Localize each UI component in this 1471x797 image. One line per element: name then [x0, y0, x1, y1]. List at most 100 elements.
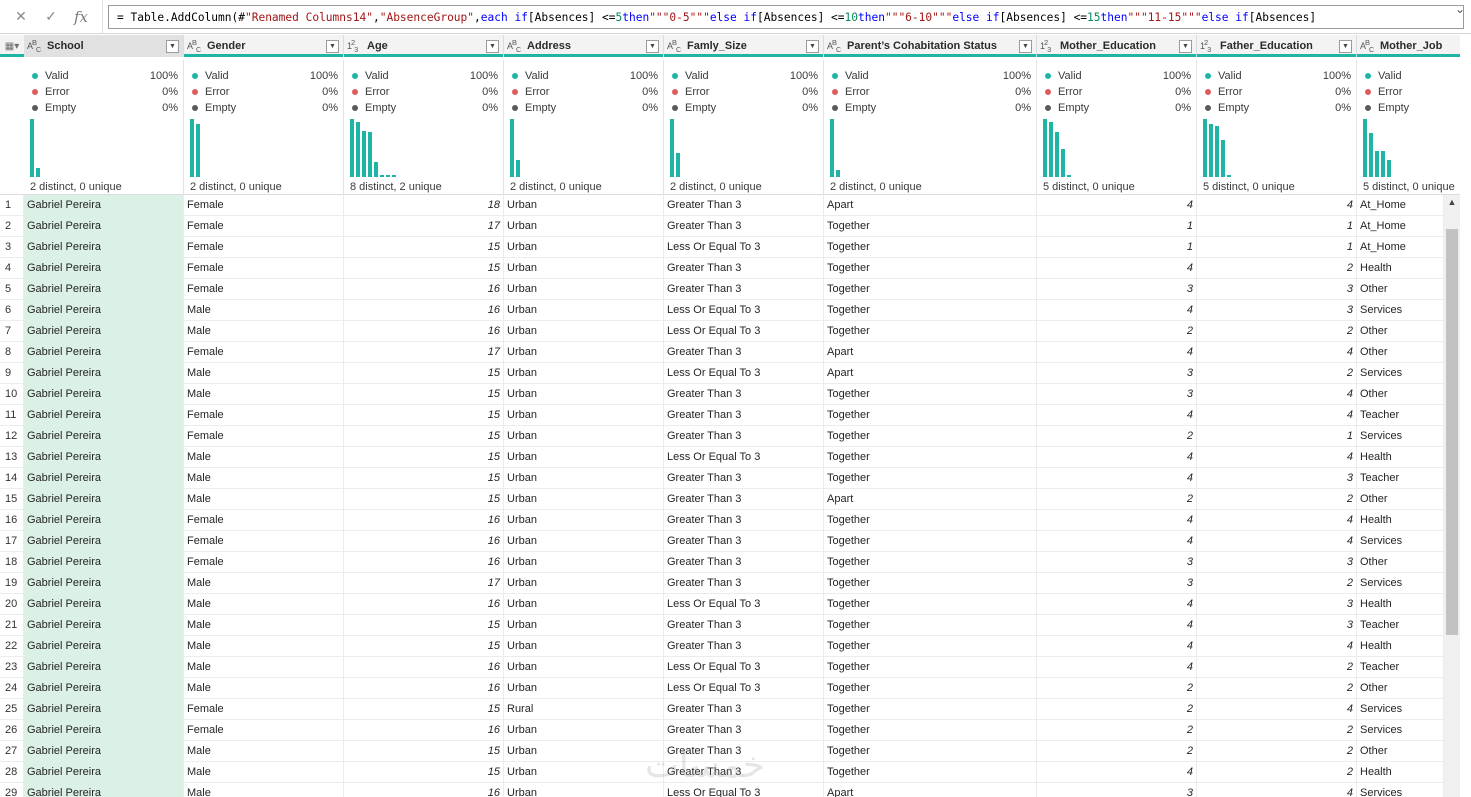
table-cell[interactable]: 2 [1197, 489, 1357, 510]
table-row[interactable]: 3 Gabriel Pereira Female 15 Urban Less Or Equ… [0, 237, 1444, 258]
table-cell[interactable]: 16 [344, 783, 504, 797]
table-cell[interactable]: 3 [1197, 552, 1357, 573]
distribution-bar[interactable] [30, 119, 34, 177]
table-cell[interactable]: 3 [1037, 573, 1197, 594]
table-cell[interactable]: Greater Than 3 [664, 216, 824, 237]
table-cell[interactable]: 2 [1197, 573, 1357, 594]
table-cell[interactable]: Together [824, 594, 1037, 615]
table-cell[interactable]: Urban [504, 216, 664, 237]
table-cell[interactable]: Together [824, 552, 1037, 573]
table-cell[interactable]: 2 [1197, 363, 1357, 384]
column-profile-parent-s-cohabitation-status[interactable]: Valid 100% Error 0% Empty 0% 2 distinct, 0 uni… [824, 60, 1037, 195]
table-cell[interactable]: Male [184, 657, 344, 678]
table-row[interactable]: 10 Gabriel Pereira Male 15 Urban Greater Than… [0, 384, 1444, 405]
column-header-mother-job[interactable]: ABC Mother_Job [1357, 35, 1471, 57]
distribution-bar[interactable] [1375, 151, 1379, 177]
value-distribution-chart[interactable] [670, 117, 810, 177]
table-cell[interactable]: Urban [504, 489, 664, 510]
distribution-bar[interactable] [670, 119, 674, 177]
table-cell[interactable]: 2 [1197, 258, 1357, 279]
table-cell[interactable]: Gabriel Pereira [24, 510, 184, 531]
table-cell[interactable]: 2 [1037, 741, 1197, 762]
fx-icon[interactable]: fx [73, 7, 88, 26]
table-cell[interactable]: Services [1357, 573, 1444, 594]
distribution-bar[interactable] [1381, 151, 1385, 177]
table-cell[interactable]: 2 [1197, 741, 1357, 762]
table-cell[interactable]: Female [184, 258, 344, 279]
filter-dropdown-icon[interactable]: ▼ [1339, 39, 1352, 53]
table-cell[interactable]: Gabriel Pereira [24, 594, 184, 615]
formula-input[interactable]: = Table.AddColumn(# "Renamed Columns14", … [108, 5, 1464, 29]
table-cell[interactable]: Gabriel Pereira [24, 468, 184, 489]
table-cell[interactable]: Gabriel Pereira [24, 678, 184, 699]
table-cell[interactable]: Gabriel Pereira [24, 363, 184, 384]
table-cell[interactable]: Female [184, 216, 344, 237]
table-cell[interactable]: Urban [504, 468, 664, 489]
table-cell[interactable]: Greater Than 3 [664, 468, 824, 489]
text-type-icon[interactable]: ABC [827, 38, 841, 54]
table-cell[interactable]: 1 [1197, 216, 1357, 237]
table-cell[interactable]: Gabriel Pereira [24, 279, 184, 300]
column-profile-school[interactable]: Valid 100% Error 0% Empty 0% 2 distinct, 0 uni… [24, 60, 184, 195]
value-distribution-chart[interactable] [30, 117, 170, 177]
table-cell[interactable]: Male [184, 615, 344, 636]
table-cell[interactable]: Together [824, 573, 1037, 594]
distribution-bar[interactable] [386, 175, 390, 177]
table-cell[interactable]: Together [824, 384, 1037, 405]
distribution-bar[interactable] [380, 175, 384, 177]
table-cell[interactable]: Urban [504, 510, 664, 531]
table-cell[interactable]: Together [824, 468, 1037, 489]
table-cell[interactable]: 15 [344, 405, 504, 426]
table-cell[interactable]: Health [1357, 762, 1444, 783]
table-cell[interactable]: Apart [824, 195, 1037, 216]
table-cell[interactable]: Urban [504, 321, 664, 342]
distribution-bar[interactable] [830, 119, 834, 177]
table-cell[interactable]: Urban [504, 237, 664, 258]
column-header-age[interactable]: 123 Age ▼ [344, 35, 504, 57]
distribution-bar[interactable] [362, 131, 366, 177]
table-cell[interactable]: Together [824, 657, 1037, 678]
table-cell[interactable]: Apart [824, 363, 1037, 384]
table-cell[interactable]: Teacher [1357, 615, 1444, 636]
number-type-icon[interactable]: 123 [1200, 38, 1211, 54]
table-cell[interactable]: Together [824, 405, 1037, 426]
table-cell[interactable]: 17 [344, 216, 504, 237]
table-cell[interactable]: Less Or Equal To 3 [664, 783, 824, 797]
table-cell[interactable]: Together [824, 279, 1037, 300]
table-cell[interactable]: Greater Than 3 [664, 342, 824, 363]
table-cell[interactable]: Gabriel Pereira [24, 405, 184, 426]
table-cell[interactable]: 4 [1197, 447, 1357, 468]
table-cell[interactable]: 17 [344, 573, 504, 594]
table-cell[interactable]: Together [824, 510, 1037, 531]
number-type-icon[interactable]: 123 [1040, 38, 1051, 54]
table-cell[interactable]: Greater Than 3 [664, 762, 824, 783]
table-row[interactable]: 13 Gabriel Pereira Male 15 Urban Less Or Equa… [0, 447, 1444, 468]
table-cell[interactable]: 15 [344, 699, 504, 720]
table-cell[interactable]: Together [824, 447, 1037, 468]
table-cell[interactable]: 15 [344, 741, 504, 762]
table-cell[interactable]: Gabriel Pereira [24, 573, 184, 594]
table-row[interactable]: 15 Gabriel Pereira Male 15 Urban Greater Than… [0, 489, 1444, 510]
table-cell[interactable]: 15 [344, 447, 504, 468]
table-cell[interactable]: Together [824, 531, 1037, 552]
table-row[interactable]: 25 Gabriel Pereira Female 15 Rural Greater Th… [0, 699, 1444, 720]
table-cell[interactable]: Urban [504, 636, 664, 657]
column-profile-address[interactable]: Valid 100% Error 0% Empty 0% 2 distinct, 0 uni… [504, 60, 664, 195]
table-cell[interactable]: Together [824, 762, 1037, 783]
table-cell[interactable]: Male [184, 783, 344, 797]
table-cell[interactable]: 4 [1197, 783, 1357, 797]
table-cell[interactable]: Less Or Equal To 3 [664, 678, 824, 699]
table-row[interactable]: 19 Gabriel Pereira Male 17 Urban Greater Than… [0, 573, 1444, 594]
table-cell[interactable]: Female [184, 237, 344, 258]
table-cell[interactable]: 4 [1037, 762, 1197, 783]
table-cell[interactable]: Greater Than 3 [664, 279, 824, 300]
table-row[interactable]: 18 Gabriel Pereira Female 16 Urban Greater Th… [0, 552, 1444, 573]
distribution-bar[interactable] [516, 160, 520, 177]
table-cell[interactable]: Other [1357, 678, 1444, 699]
text-type-icon[interactable]: ABC [667, 38, 681, 54]
table-cell[interactable]: Urban [504, 762, 664, 783]
table-row[interactable]: 28 Gabriel Pereira Male 15 Urban Greater Than… [0, 762, 1444, 783]
table-cell[interactable]: Male [184, 363, 344, 384]
table-cell[interactable]: Gabriel Pereira [24, 762, 184, 783]
table-cell[interactable]: Gabriel Pereira [24, 615, 184, 636]
